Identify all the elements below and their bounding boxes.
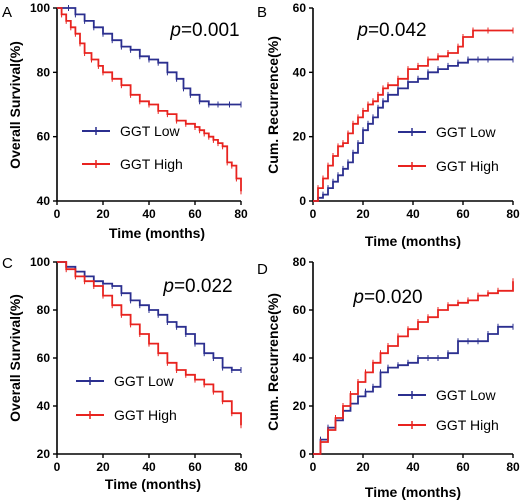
- series-line-ggt-low: [57, 7, 241, 106]
- legend-label-low: GGT Low: [436, 387, 497, 403]
- y-axis-label: Cum. Recurrence(%): [265, 293, 281, 431]
- y-tick-label: 20: [293, 399, 307, 413]
- p-value: =0.042: [368, 20, 427, 41]
- legend-label-high: GGT High: [114, 407, 177, 423]
- x-tick-label: 60: [456, 460, 470, 474]
- x-axis-label: Time (months): [105, 476, 201, 492]
- x-tick-label: 40: [142, 460, 156, 474]
- x-tick-label: 0: [54, 460, 61, 474]
- legend: GGT Low GGT High: [398, 124, 499, 174]
- y-tick-label: 40: [293, 65, 307, 79]
- x-tick-label: 40: [406, 207, 420, 221]
- y-tick-label: 80: [37, 303, 51, 317]
- p-symbol: p: [169, 20, 181, 41]
- x-tick-label: 20: [356, 207, 370, 221]
- y-tick-label: 20: [293, 130, 307, 144]
- p-value-annotation: p=0.042: [356, 20, 426, 41]
- y-tick-label: 60: [293, 303, 307, 317]
- x-tick-label: 60: [456, 207, 470, 221]
- x-tick-label: 40: [142, 207, 156, 221]
- p-value: =0.020: [364, 287, 423, 308]
- panel-label: A: [2, 4, 12, 21]
- panel-a: A Overall Survival(%) Time (months) p=0.…: [2, 1, 248, 241]
- x-tick-label: 80: [234, 207, 248, 221]
- x-tick-label: 60: [188, 207, 202, 221]
- series-line-ggt-low: [313, 58, 513, 202]
- x-axis-label: Time (months): [365, 233, 461, 249]
- x-tick-label: 0: [310, 460, 317, 474]
- x-tick-label: 20: [356, 460, 370, 474]
- x-tick-label: 80: [506, 207, 520, 221]
- panel-c: C Overall Survival(%) Time (months) p=0.…: [2, 255, 248, 492]
- legend-label-high: GGT High: [436, 417, 499, 433]
- p-value: =0.022: [174, 276, 233, 297]
- p-symbol: p: [162, 276, 174, 297]
- y-axis-label: Overall Survival(%): [7, 41, 23, 169]
- panel-label: C: [2, 255, 13, 272]
- y-tick-label: 60: [293, 1, 307, 15]
- x-tick-label: 0: [54, 207, 61, 221]
- y-tick-label: 100: [30, 255, 50, 269]
- p-value-annotation: p=0.020: [352, 287, 422, 308]
- x-tick-label: 0: [310, 207, 317, 221]
- x-tick-label: 20: [96, 460, 110, 474]
- y-tick-label: 60: [37, 130, 51, 144]
- p-value: =0.001: [181, 20, 240, 41]
- x-axis-label: Time (months): [109, 225, 205, 241]
- y-axis-label: Overall Survival(%): [7, 294, 23, 422]
- y-tick-label: 40: [293, 351, 307, 365]
- legend-label-low: GGT Low: [114, 373, 175, 389]
- legend: GGT Low GGT High: [76, 373, 177, 423]
- y-tick-label: 40: [37, 194, 51, 208]
- legend: GGT Low GGT High: [82, 123, 183, 172]
- p-value-annotation: p=0.022: [162, 276, 232, 297]
- x-tick-label: 80: [506, 460, 520, 474]
- x-tick-label: 20: [96, 207, 110, 221]
- series-line-ggt-high: [57, 7, 242, 192]
- x-tick-label: 40: [406, 460, 420, 474]
- legend-label-high: GGT High: [436, 158, 499, 174]
- panel-b: B Cum. Recurrence(%) Time (months) p=0.0…: [257, 1, 520, 249]
- x-axis-label: Time (months): [365, 484, 461, 500]
- y-tick-label: 80: [293, 255, 307, 269]
- legend-label-low: GGT Low: [436, 124, 497, 140]
- legend-label-high: GGT High: [120, 156, 183, 172]
- y-tick-label: 100: [30, 1, 50, 15]
- panel-d: D Cum. Recurrence(%) Time (months) p=0.0…: [257, 255, 520, 500]
- panel-label: B: [257, 4, 267, 21]
- y-tick-label: 80: [37, 65, 51, 79]
- p-symbol: p: [352, 287, 364, 308]
- y-tick-label: 0: [299, 447, 306, 461]
- x-tick-label: 60: [188, 460, 202, 474]
- panel-label: D: [257, 261, 268, 278]
- legend-label-low: GGT Low: [120, 123, 181, 139]
- y-tick-label: 60: [37, 351, 51, 365]
- y-axis-label: Cum. Recurrence(%): [265, 36, 281, 174]
- y-tick-label: 20: [37, 447, 51, 461]
- x-tick-label: 80: [234, 460, 248, 474]
- y-tick-label: 0: [299, 194, 306, 208]
- p-symbol: p: [356, 20, 368, 41]
- legend: GGT Low GGT High: [398, 387, 499, 433]
- y-tick-label: 40: [37, 399, 51, 413]
- p-value-annotation: p=0.001: [169, 20, 239, 41]
